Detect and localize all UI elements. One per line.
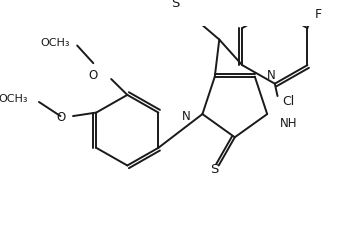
Text: O: O: [89, 68, 98, 81]
Text: Cl: Cl: [282, 94, 294, 107]
Text: F: F: [315, 8, 322, 21]
Text: S: S: [172, 0, 180, 10]
Text: S: S: [210, 163, 218, 175]
Text: N: N: [182, 110, 191, 123]
Text: NH: NH: [280, 117, 297, 130]
Text: OCH₃: OCH₃: [41, 38, 70, 47]
Text: O: O: [56, 110, 66, 123]
Text: OCH₃: OCH₃: [0, 94, 28, 104]
Text: N: N: [266, 69, 275, 82]
